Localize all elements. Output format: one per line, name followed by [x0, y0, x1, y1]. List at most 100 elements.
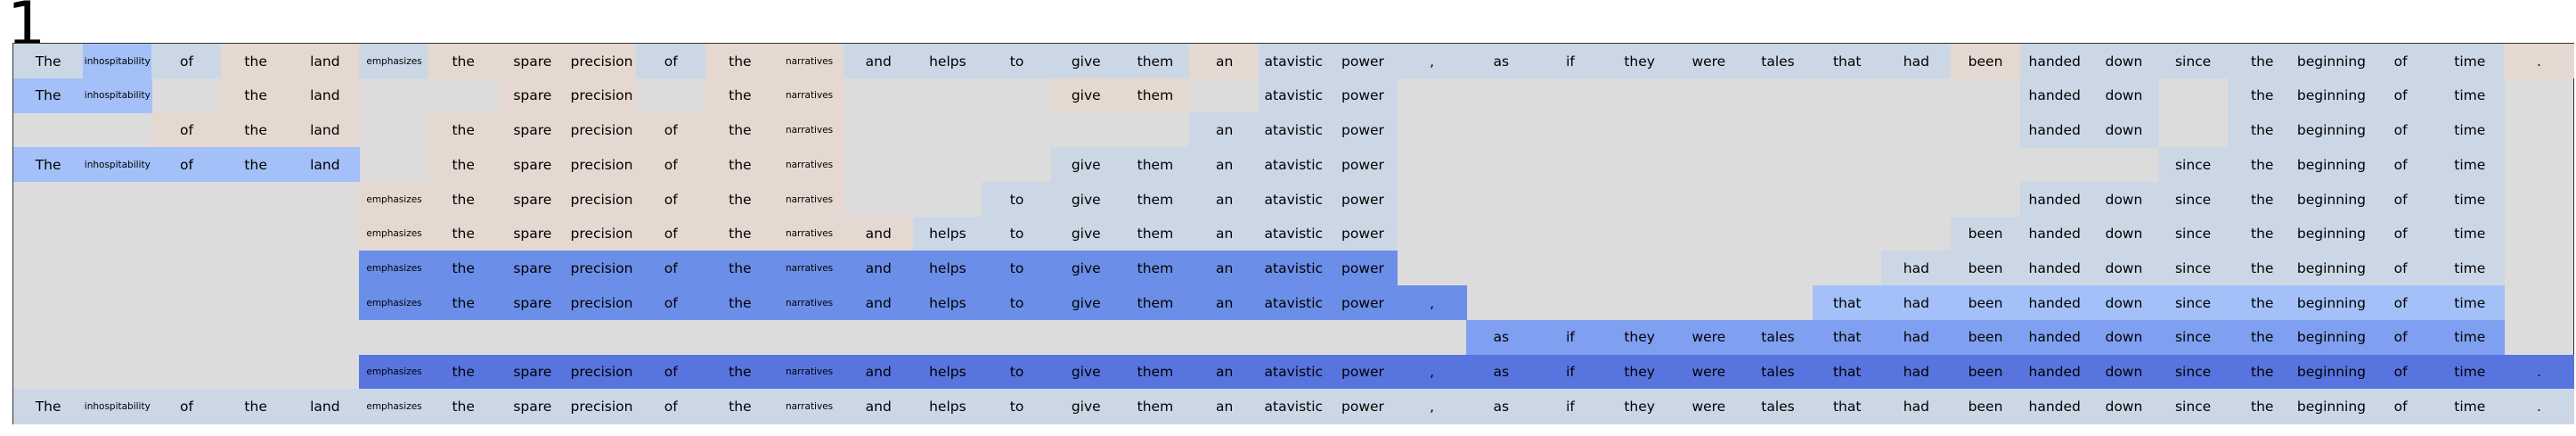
- token-cell: the: [428, 354, 499, 390]
- token-cell: that: [1812, 389, 1882, 424]
- token-cell: of: [151, 112, 222, 148]
- token-cell: land: [289, 147, 360, 183]
- token-cell: inhospitability: [82, 147, 152, 183]
- token-cell: the: [705, 181, 776, 218]
- token-cell: of: [636, 285, 706, 321]
- token-cell: been: [1950, 216, 2021, 251]
- token-cell: time: [2434, 319, 2505, 356]
- token-cell: handed: [2019, 44, 2090, 79]
- token-cell: and: [844, 251, 914, 286]
- token-cell: tales: [1742, 389, 1814, 424]
- token-cell: .: [2504, 354, 2574, 390]
- token-cell: since: [2157, 44, 2229, 79]
- token-cell: emphasizes: [359, 251, 429, 286]
- token-cell: of: [2365, 285, 2436, 321]
- token-cell: time: [2434, 44, 2505, 79]
- token-cell: atavistic: [1259, 354, 1329, 390]
- token-cell: beginning: [2296, 44, 2367, 79]
- token-cell: land: [289, 112, 360, 148]
- token-cell: of: [151, 389, 222, 424]
- token-cell: and: [844, 216, 914, 251]
- token-cell: down: [2089, 78, 2159, 114]
- token-cell: the: [2227, 44, 2297, 79]
- token-cell: precision: [567, 216, 637, 251]
- token-cell: spare: [497, 389, 567, 424]
- token-cell: of: [636, 147, 706, 183]
- token-cell: handed: [2019, 354, 2090, 390]
- token-cell: land: [289, 78, 360, 114]
- token-cell: of: [2365, 354, 2436, 390]
- token-cell: helps: [912, 44, 983, 79]
- token-cell: been: [1950, 251, 2021, 286]
- token-cell: handed: [2019, 319, 2090, 356]
- token-cell: the: [2227, 181, 2297, 218]
- token-cell: land: [289, 389, 360, 424]
- token-cell: time: [2434, 354, 2505, 390]
- token-cell: atavistic: [1259, 78, 1329, 114]
- token-cell: .: [2504, 44, 2574, 79]
- token-cell: beginning: [2296, 78, 2367, 114]
- token-cell: power: [1327, 285, 1398, 321]
- token-cell: precision: [567, 354, 637, 390]
- token-cell: helps: [912, 285, 983, 321]
- token-cell: had: [1881, 285, 1952, 321]
- token-cell: inhospitability: [82, 389, 152, 424]
- token-cell: the: [221, 389, 291, 424]
- token-cell: emphasizes: [359, 181, 429, 218]
- token-cell: narratives: [774, 147, 844, 183]
- token-cell: atavistic: [1259, 147, 1329, 183]
- token-cell: of: [151, 147, 222, 183]
- token-cell: give: [1051, 251, 1121, 286]
- token-cell: power: [1327, 251, 1398, 286]
- token-cell: helps: [912, 354, 983, 390]
- token-cell: of: [636, 216, 706, 251]
- token-cell: narratives: [774, 389, 844, 424]
- token-cell: handed: [2019, 251, 2090, 286]
- token-cell: of: [636, 112, 706, 148]
- token-cell: that: [1812, 285, 1882, 321]
- token-cell: narratives: [774, 181, 844, 218]
- token-cell: precision: [567, 44, 637, 79]
- token-cell: beginning: [2296, 319, 2367, 356]
- token-cell: time: [2434, 285, 2505, 321]
- token-cell: time: [2434, 147, 2505, 183]
- token-cell: give: [1051, 78, 1121, 114]
- token-attribution-grid: The inhospitability of the land emphasizes the…: [12, 43, 2574, 424]
- token-cell: were: [1674, 389, 1744, 424]
- token-cell: the: [2227, 251, 2297, 286]
- token-cell: of: [636, 251, 706, 286]
- token-cell: down: [2089, 285, 2159, 321]
- token-cell: power: [1327, 112, 1398, 148]
- token-cell: helps: [912, 216, 983, 251]
- token-cell: to: [982, 354, 1052, 390]
- token-cell: been: [1950, 319, 2021, 356]
- token-cell: the: [428, 285, 499, 321]
- token-cell: down: [2089, 112, 2159, 148]
- token-cell: narratives: [774, 112, 844, 148]
- token-cell: narratives: [774, 285, 844, 321]
- token-cell: spare: [497, 216, 567, 251]
- token-cell: them: [1120, 216, 1191, 251]
- token-cell: precision: [567, 389, 637, 424]
- token-cell: emphasizes: [359, 44, 429, 79]
- token-cell: an: [1189, 251, 1259, 286]
- token-cell: handed: [2019, 285, 2090, 321]
- token-cell: the: [705, 44, 776, 79]
- token-cell: give: [1051, 44, 1121, 79]
- token-cell: them: [1120, 389, 1191, 424]
- token-cell: atavistic: [1259, 112, 1329, 148]
- token-cell: that: [1812, 44, 1882, 79]
- token-cell: beginning: [2296, 251, 2367, 286]
- token-cell: give: [1051, 389, 1121, 424]
- token-cell: down: [2089, 44, 2159, 79]
- token-cell: of: [2365, 319, 2436, 356]
- token-cell: beginning: [2296, 112, 2367, 148]
- token-cell: the: [2227, 285, 2297, 321]
- token-cell: power: [1327, 181, 1398, 218]
- token-cell: been: [1950, 285, 2021, 321]
- token-cell: inhospitability: [82, 78, 152, 114]
- token-cell: narratives: [774, 354, 844, 390]
- token-cell: if: [1535, 44, 1606, 79]
- token-cell: precision: [567, 112, 637, 148]
- token-cell: power: [1327, 216, 1398, 251]
